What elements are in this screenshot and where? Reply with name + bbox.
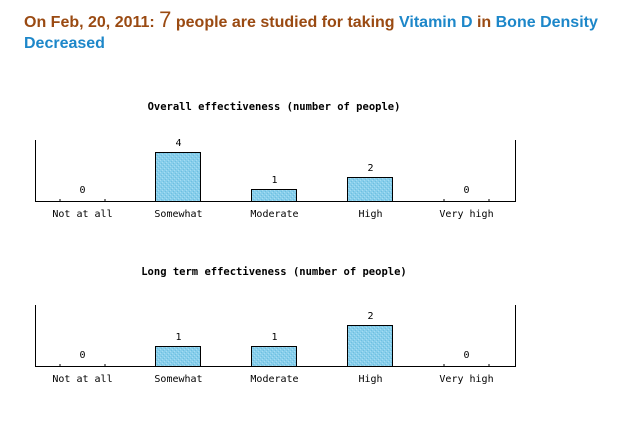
drug-link[interactable]: Vitamin D	[399, 14, 473, 31]
overall-effectiveness-chart: Overall effectiveness (number of people)…	[0, 100, 643, 230]
value-label: 2	[367, 163, 373, 174]
value-label: 0	[79, 185, 85, 196]
category-label: Somewhat	[154, 209, 202, 220]
category-label: High	[358, 374, 382, 385]
headline-prefix: On Feb, 20, 2011:	[24, 14, 160, 31]
category-label: Very high	[439, 209, 493, 220]
headline-connector: in	[472, 14, 496, 31]
value-label: 4	[175, 138, 181, 149]
bar-moderate	[251, 346, 297, 367]
value-label: 0	[79, 350, 85, 361]
chart-title: Overall effectiveness (number of people)	[147, 101, 401, 113]
category-label: Not at all	[52, 374, 112, 385]
category-label: Not at all	[52, 209, 112, 220]
category-label: Very high	[439, 374, 493, 385]
value-label: 2	[367, 311, 373, 322]
people-count: 7	[159, 7, 172, 32]
chart-title: Long term effectiveness (number of peopl…	[141, 266, 407, 278]
category-label: Moderate	[250, 374, 298, 385]
page-headline: On Feb, 20, 2011: 7 people are studied f…	[24, 9, 639, 54]
bar-high	[347, 177, 393, 202]
category-label: High	[358, 209, 382, 220]
value-label: 0	[463, 185, 469, 196]
value-label: 1	[271, 175, 277, 186]
long-term-effectiveness-chart: Long term effectiveness (number of peopl…	[0, 265, 643, 395]
category-label: Somewhat	[154, 374, 202, 385]
value-label: 1	[175, 332, 181, 343]
value-label: 0	[463, 350, 469, 361]
chart-plot: 0 Not at all 4 Somewhat 1 Moderate 2 High 0 Very …	[35, 138, 516, 220]
category-label: Moderate	[250, 209, 298, 220]
bar-moderate	[251, 189, 297, 202]
chart-plot: 0 Not at all 1 Somewhat 1 Moderate 2 High 0 Very …	[35, 305, 516, 385]
bar-somewhat	[155, 346, 201, 367]
value-label: 1	[271, 332, 277, 343]
bar-high	[347, 325, 393, 367]
headline-middle: people are studied for taking	[171, 14, 400, 31]
condition-link[interactable]: Bone Density Decreased	[24, 14, 598, 52]
bar-somewhat	[155, 152, 201, 202]
